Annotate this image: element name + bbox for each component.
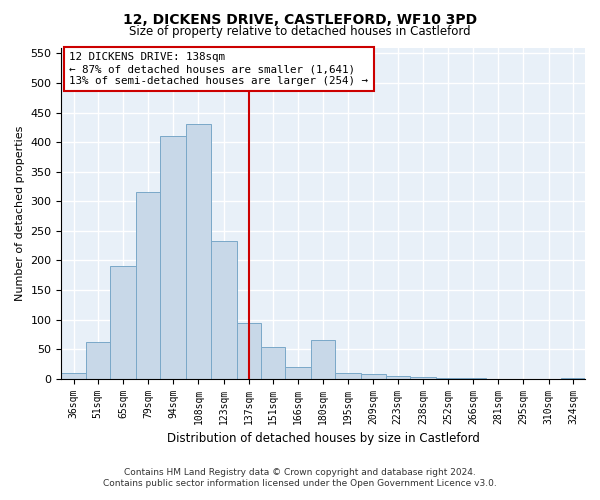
- Bar: [211, 242, 236, 378]
- Bar: [186, 124, 211, 378]
- Bar: [110, 266, 136, 378]
- Bar: [386, 376, 410, 378]
- Text: Size of property relative to detached houses in Castleford: Size of property relative to detached ho…: [129, 25, 471, 38]
- Text: 12 DICKENS DRIVE: 138sqm
← 87% of detached houses are smaller (1,641)
13% of sem: 12 DICKENS DRIVE: 138sqm ← 87% of detach…: [69, 52, 368, 86]
- Bar: [160, 136, 186, 378]
- Bar: [236, 323, 261, 378]
- Bar: [61, 373, 86, 378]
- Bar: [285, 367, 311, 378]
- Bar: [86, 342, 110, 378]
- Bar: [136, 192, 160, 378]
- Text: Contains HM Land Registry data © Crown copyright and database right 2024.
Contai: Contains HM Land Registry data © Crown c…: [103, 468, 497, 487]
- Bar: [335, 373, 361, 378]
- Bar: [410, 377, 436, 378]
- Y-axis label: Number of detached properties: Number of detached properties: [15, 126, 25, 301]
- Bar: [261, 348, 285, 378]
- Text: 12, DICKENS DRIVE, CASTLEFORD, WF10 3PD: 12, DICKENS DRIVE, CASTLEFORD, WF10 3PD: [123, 12, 477, 26]
- Bar: [361, 374, 386, 378]
- Bar: [311, 340, 335, 378]
- X-axis label: Distribution of detached houses by size in Castleford: Distribution of detached houses by size …: [167, 432, 479, 445]
